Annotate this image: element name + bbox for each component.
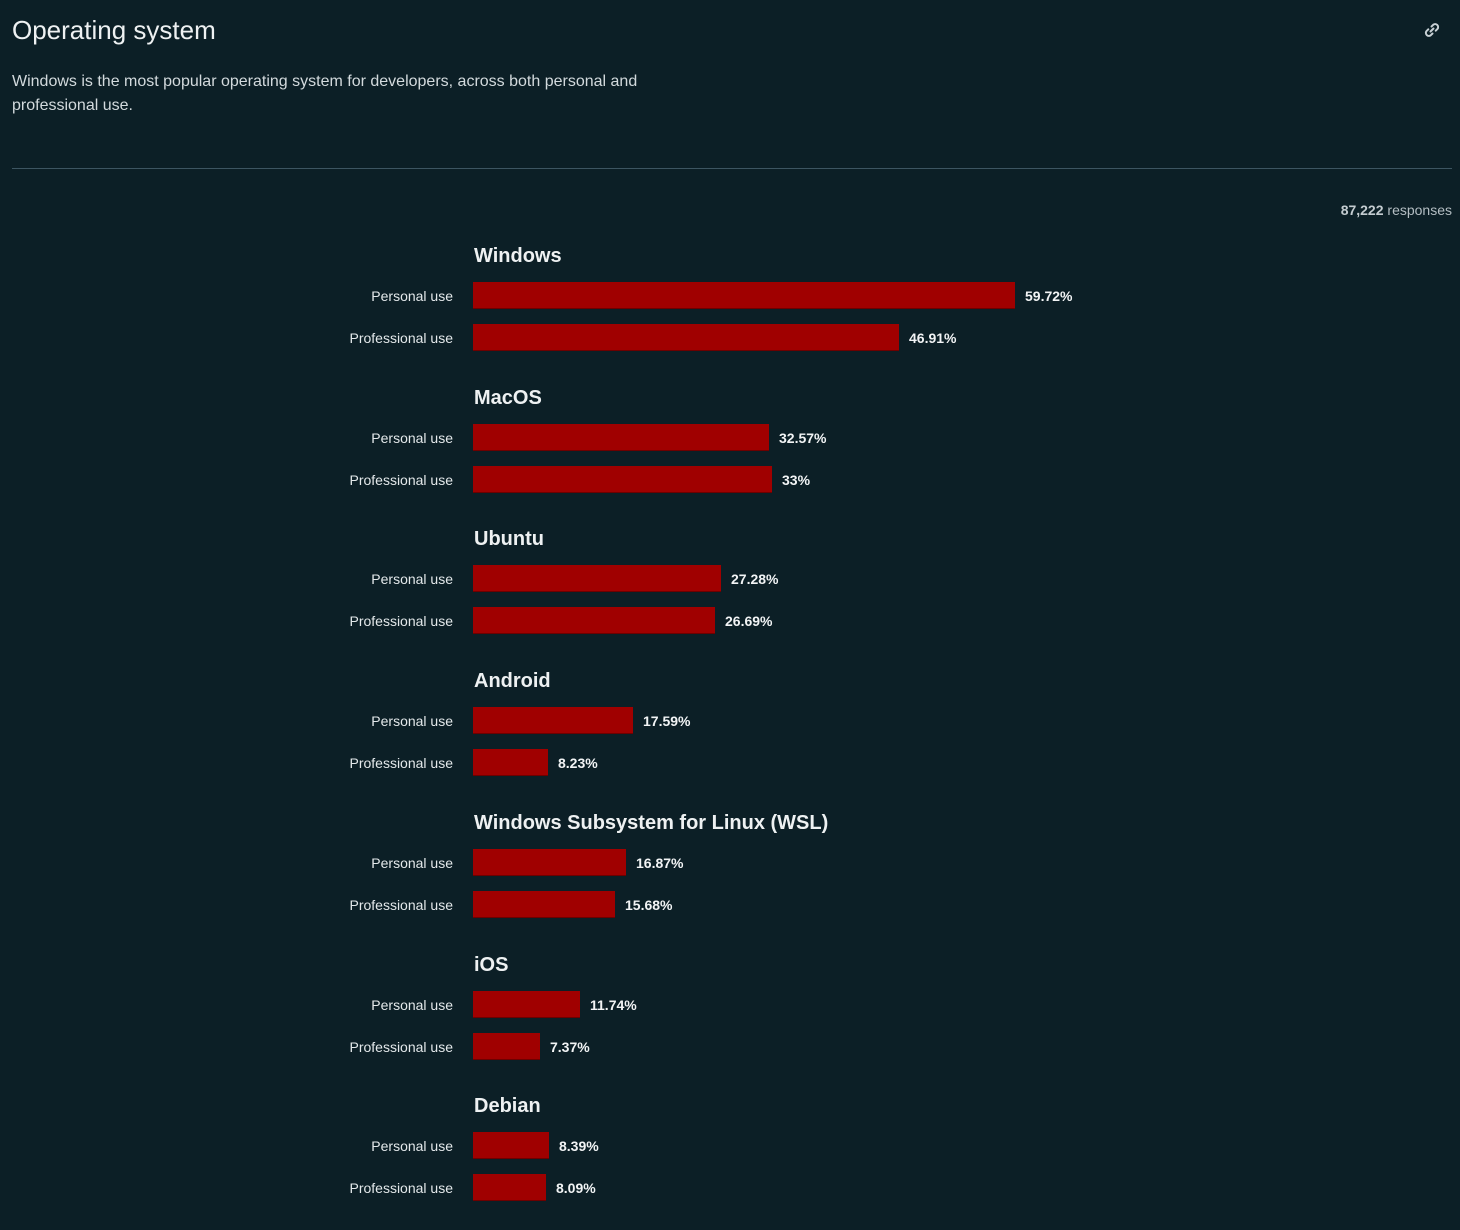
bar-label: Professional use [349,755,453,772]
bar-label: Professional use [349,1180,453,1197]
bar[interactable] [473,1032,540,1060]
bar[interactable] [473,607,715,635]
group-title: Windows [474,245,562,267]
group-title: MacOS [474,386,542,409]
bar[interactable] [473,324,899,351]
bar[interactable] [473,282,1015,309]
bar[interactable] [473,1174,546,1202]
group-title: Ubuntu [474,528,544,551]
group-title: Android [474,670,551,693]
bar-label: Personal use [371,1138,453,1155]
bar-value-label: 32.57% [779,429,827,446]
bar-label: Professional use [349,613,453,630]
bar-value-label: 16.87% [636,854,684,871]
bar-value-label: 27.28% [731,571,779,588]
group-title: Debian [474,1095,541,1118]
bar[interactable] [473,707,633,735]
bar[interactable] [473,465,772,493]
bar-value-label: 59.72% [1025,288,1073,304]
bar-label: Personal use [371,996,453,1013]
bar-value-label: 11.74% [590,996,637,1013]
bar-label: Personal use [371,571,453,588]
bar-label: Personal use [371,288,453,304]
bar-value-label: 8.23% [558,755,598,772]
chart-header: Operating system [12,14,1452,46]
bar[interactable] [473,848,626,876]
bar-value-label: 26.69% [725,613,773,630]
bar[interactable] [473,423,769,451]
bar-label: Professional use [349,330,453,346]
divider [12,168,1452,169]
bar-label: Professional use [349,471,453,488]
response-count-label: responses [1387,202,1452,218]
group-title: Windows Subsystem for Linux (WSL) [474,811,829,834]
bar[interactable] [473,1132,549,1160]
bar[interactable] [473,565,721,593]
bar[interactable] [473,749,548,777]
page-title: Operating system [12,15,216,45]
bar[interactable] [473,890,615,918]
bar-label: Professional use [349,1038,453,1055]
chart-subtitle: Windows is the most popular operating sy… [12,73,638,114]
bar-label: Personal use [371,429,453,446]
bar-label: Personal use [371,854,453,871]
response-count: 87,222 responses [1341,202,1452,218]
link-icon [1424,23,1440,37]
bar-value-label: 33% [782,471,811,488]
bar-value-label: 7.37% [550,1038,590,1055]
bar-value-label: 46.91% [909,330,957,346]
bar[interactable] [473,990,580,1018]
permalink-button[interactable] [1422,20,1442,40]
group-title: iOS [474,953,509,976]
bar-value-label: 8.39% [559,1138,599,1155]
bar-value-label: 17.59% [643,713,691,730]
response-count-value: 87,222 [1340,202,1384,218]
bar-value-label: 15.68% [625,896,673,913]
bar-value-label: 8.09% [556,1180,596,1197]
bar-label: Professional use [349,896,453,913]
bar-label: Personal use [371,713,453,730]
